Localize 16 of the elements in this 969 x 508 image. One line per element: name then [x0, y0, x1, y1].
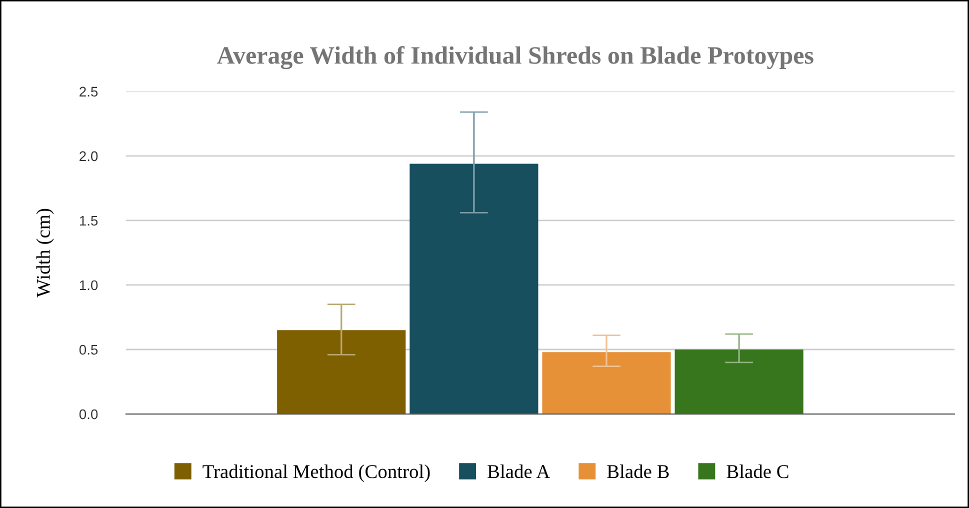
bar — [410, 164, 538, 414]
y-tick-label: 1.5 — [80, 216, 98, 226]
bar — [277, 330, 406, 414]
legend-label: Blade B — [607, 464, 669, 478]
bar — [542, 352, 671, 414]
legend-label: Blade A — [488, 464, 550, 478]
legend-label: Traditional Method (Control) — [202, 464, 430, 482]
y-tick-label: 1.0 — [80, 280, 98, 290]
y-axis-title: Width (cm) — [36, 208, 54, 298]
y-tick-label: 0.5 — [79, 344, 98, 355]
y-tick-label: 2.0 — [80, 151, 98, 162]
legend-label: Blade C — [726, 464, 788, 478]
bar — [674, 350, 804, 414]
chart-title: Average Width of Individual Shreds on Blade Protoypes — [217, 46, 814, 70]
y-tick-label: 0.0 — [79, 409, 98, 420]
y-tick-label: 2.5 — [80, 86, 98, 97]
